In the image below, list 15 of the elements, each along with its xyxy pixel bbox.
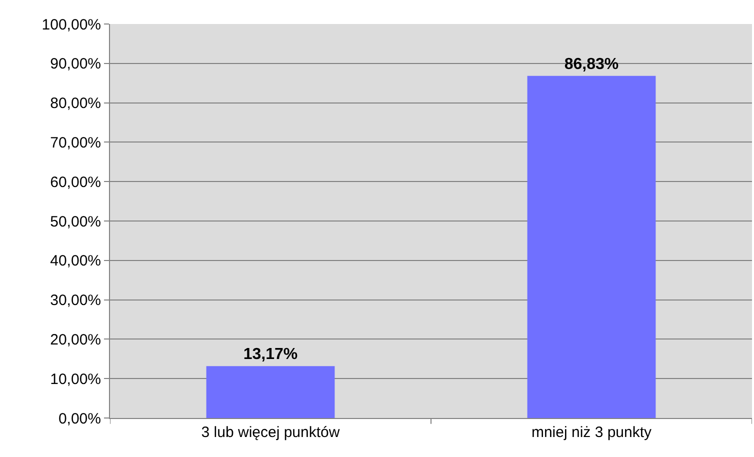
y-tick-label: 60,00% <box>50 174 101 191</box>
y-tick-label: 20,00% <box>50 331 101 348</box>
x-tick-label: mniej niż 3 punkty <box>531 424 652 441</box>
y-tick-label: 70,00% <box>50 134 101 152</box>
y-tick-label: 90,00% <box>50 56 101 73</box>
y-tick-label: 80,00% <box>50 95 101 112</box>
data-label: 13,17% <box>243 346 298 364</box>
y-tick-label: 10,00% <box>50 370 101 388</box>
y-tick-label: 40,00% <box>50 252 101 270</box>
y-tick-label: 0,00% <box>58 410 101 428</box>
y-tick-label: 50,00% <box>50 213 101 230</box>
data-label: 86,83% <box>564 56 619 73</box>
x-tick-label: 3 lub więcej punktów <box>201 424 340 441</box>
y-tick-label: 30,00% <box>50 292 101 310</box>
y-tick-label: 100,00% <box>42 16 101 34</box>
